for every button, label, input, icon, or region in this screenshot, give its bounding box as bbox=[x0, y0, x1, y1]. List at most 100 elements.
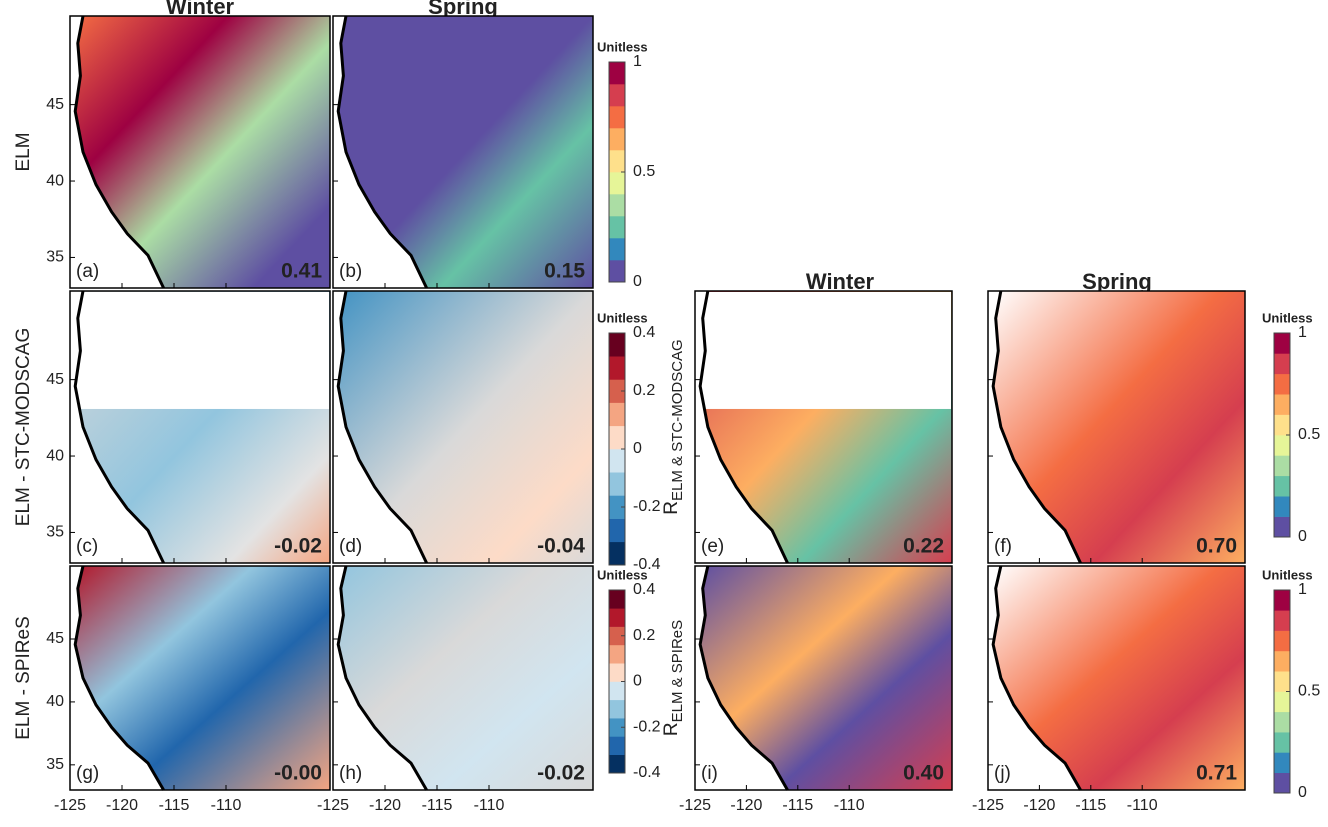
colorbar-swatch bbox=[609, 644, 625, 664]
panel-stat: 0.22 bbox=[903, 535, 944, 558]
colorbar-swatch bbox=[609, 541, 625, 566]
row-label-main: R bbox=[661, 722, 682, 736]
colorbar-tick-label: 0.4 bbox=[633, 324, 655, 341]
lon-tick-label: -115 bbox=[422, 797, 453, 814]
lon-tick-label: -120 bbox=[1023, 797, 1055, 814]
lon-tick-label: -115 bbox=[159, 797, 190, 814]
colorbar-swatch bbox=[609, 172, 625, 195]
colorbar-swatch bbox=[609, 699, 625, 719]
colorbar-tick-label: 0.5 bbox=[1298, 683, 1320, 700]
coastline bbox=[698, 290, 789, 564]
panel-letter: (i) bbox=[701, 763, 718, 784]
panel-letter: (e) bbox=[701, 536, 724, 557]
colorbar-swatch bbox=[1274, 610, 1290, 631]
panel-letter: (h) bbox=[339, 763, 362, 784]
panel-frame bbox=[987, 290, 1246, 564]
panel-frame bbox=[69, 290, 331, 564]
colorbar-swatch bbox=[1274, 691, 1290, 713]
coastline bbox=[73, 565, 165, 791]
lon-tick-label: -125 bbox=[54, 797, 86, 814]
colorbar-tick-label: 0 bbox=[1298, 528, 1307, 545]
lon-tick-label: -110 bbox=[474, 797, 505, 814]
no-data bbox=[696, 292, 951, 409]
lon-tick-label: -120 bbox=[106, 797, 138, 814]
colorbar-swatch bbox=[609, 681, 625, 701]
colorbar-swatch bbox=[609, 718, 625, 737]
coastline bbox=[336, 15, 428, 289]
colorbar-tick-label: 1 bbox=[633, 53, 642, 70]
panel-stat: 0.70 bbox=[1196, 535, 1237, 558]
colorbar-swatch bbox=[1274, 414, 1290, 436]
row-label-main: R bbox=[661, 501, 682, 515]
colorbar-swatch bbox=[609, 626, 625, 646]
panel-stat: 0.15 bbox=[544, 260, 585, 283]
coastline bbox=[991, 565, 1082, 791]
row-label: ELM bbox=[13, 132, 34, 171]
colorbar-swatch bbox=[1274, 394, 1290, 415]
panel-letter: (d) bbox=[339, 536, 362, 557]
colorbar-swatch bbox=[609, 754, 625, 774]
colorbar-tick-label: -0.4 bbox=[633, 556, 661, 573]
lat-tick-label: 40 bbox=[46, 447, 64, 464]
colorbar-tick-label: 1 bbox=[1298, 324, 1307, 341]
panel-stat: 0.41 bbox=[281, 260, 322, 283]
colorbar-swatch bbox=[1274, 373, 1290, 395]
colorbar-swatch bbox=[609, 518, 625, 543]
land bbox=[338, 16, 593, 288]
colorbar-swatch bbox=[609, 356, 625, 380]
lon-tick-label: -110 bbox=[834, 797, 865, 814]
panel-letter: (f) bbox=[994, 536, 1012, 557]
colorbar-swatch bbox=[609, 216, 625, 239]
panel-stat: 0.40 bbox=[903, 762, 944, 785]
lat-tick-label: 45 bbox=[46, 630, 64, 647]
land bbox=[993, 291, 1245, 563]
row-label-sub: ELM & STC-MODSCAG bbox=[669, 339, 686, 501]
coastline bbox=[73, 15, 165, 289]
panel-stat: -0.00 bbox=[274, 762, 322, 785]
colorbar-swatch bbox=[609, 590, 625, 609]
lon-tick-label: -115 bbox=[1075, 797, 1106, 814]
lon-tick-label: -115 bbox=[782, 797, 813, 814]
colorbar-swatch bbox=[1274, 671, 1290, 692]
lon-tick-label: -125 bbox=[317, 797, 349, 814]
lat-tick-label: 40 bbox=[46, 172, 64, 189]
colorbar-swatch bbox=[609, 62, 625, 85]
coastline bbox=[698, 565, 789, 791]
panel-frame bbox=[332, 290, 594, 564]
colorbar-swatch bbox=[609, 333, 625, 357]
panel-frame bbox=[69, 15, 331, 289]
land bbox=[993, 566, 1245, 790]
panel-letter: (c) bbox=[76, 536, 98, 557]
land bbox=[700, 566, 952, 790]
colorbar-tick-label: 1 bbox=[1298, 581, 1307, 598]
panel-frame bbox=[987, 565, 1246, 791]
colorbar-swatch bbox=[609, 128, 625, 151]
colorbar-swatch bbox=[609, 238, 625, 261]
colorbar-swatch bbox=[1274, 516, 1290, 538]
row-label: RELM & SPIReS bbox=[661, 620, 686, 736]
land bbox=[75, 566, 330, 790]
panel-stat: -0.02 bbox=[537, 762, 585, 785]
colorbar-swatch bbox=[609, 106, 625, 129]
colorbar-swatch bbox=[1274, 650, 1290, 672]
row-label: RELM & STC-MODSCAG bbox=[661, 339, 686, 514]
colorbar-swatch bbox=[609, 736, 625, 755]
colorbar-tick-label: 0.4 bbox=[633, 581, 655, 598]
colorbar-unit: Unitless bbox=[597, 310, 648, 325]
colorbar-tick-label: 0 bbox=[1298, 784, 1307, 801]
panel-stat: -0.02 bbox=[274, 535, 322, 558]
colorbar-swatch bbox=[1274, 590, 1290, 611]
panel-stat: -0.04 bbox=[537, 535, 585, 558]
colorbar-tick-label: 0.2 bbox=[633, 627, 655, 644]
lon-tick-label: -110 bbox=[1127, 797, 1158, 814]
colorbar-swatch bbox=[609, 472, 625, 496]
colorbar-swatch bbox=[1274, 732, 1290, 753]
lon-tick-label: -120 bbox=[730, 797, 762, 814]
colorbar-unit: Unitless bbox=[597, 567, 648, 582]
colorbar-swatch bbox=[609, 425, 625, 450]
colorbar-swatch bbox=[1274, 455, 1290, 477]
colorbar-tick-label: 0.5 bbox=[633, 163, 655, 180]
colorbar-swatch bbox=[1274, 752, 1290, 773]
coastline bbox=[991, 290, 1082, 564]
lat-tick-label: 45 bbox=[46, 371, 64, 388]
